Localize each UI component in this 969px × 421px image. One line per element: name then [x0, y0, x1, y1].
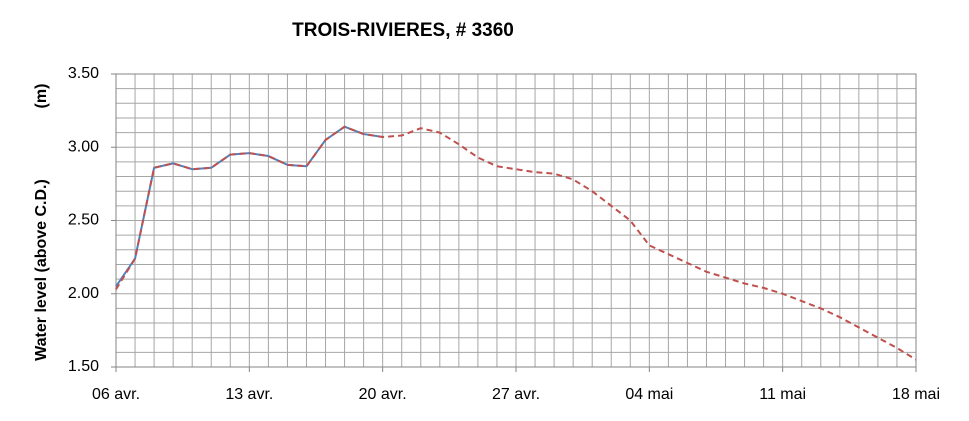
x-tick-label: 11 mai	[759, 386, 806, 403]
chart-title: TROIS-RIVIERES, # 3360	[292, 20, 514, 41]
y-tick-label: 3.00	[68, 138, 99, 155]
y-tick-label: 2.00	[68, 285, 99, 302]
y-tick-label: 1.50	[68, 358, 99, 375]
series-line	[115, 125, 917, 361]
y-tick-label: 2.50	[68, 212, 99, 229]
x-tick-label: 27 avr.	[492, 386, 540, 403]
x-tick-label: 04 mai	[625, 386, 673, 403]
x-tick-label: 20 avr.	[359, 386, 407, 403]
y-axis-label: Water level (above C.D.)	[33, 179, 50, 361]
y-tick-label: 3.50	[68, 65, 99, 82]
x-tick-label: 18 mai	[892, 386, 940, 403]
x-tick-label: 06 avr.	[92, 386, 140, 403]
x-tick-label: 13 avr.	[225, 386, 273, 403]
y-axis-unit: (m)	[33, 84, 50, 109]
